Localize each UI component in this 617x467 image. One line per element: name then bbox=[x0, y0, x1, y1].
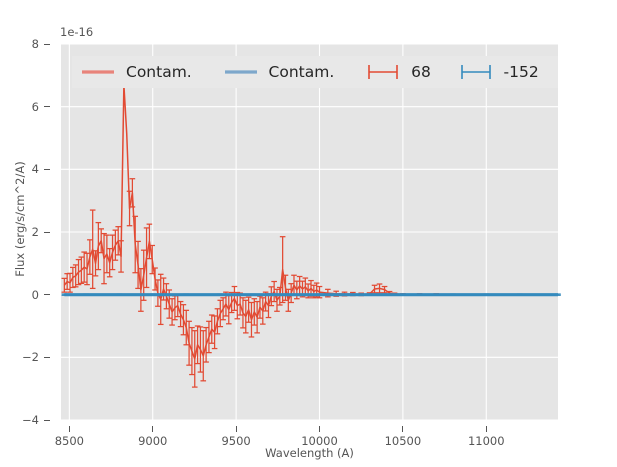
y-tick-mark bbox=[44, 231, 50, 233]
x-tick-mark bbox=[152, 426, 154, 432]
y-tick-label: 0 bbox=[31, 287, 39, 302]
legend-errorbar-icon bbox=[365, 63, 401, 81]
x-tick-label: 11000 bbox=[467, 434, 505, 448]
y-tick-mark bbox=[44, 356, 50, 358]
grid-lines bbox=[61, 43, 558, 421]
y-axis-tick-labels: −4 −2 0 2 4 6 8 bbox=[0, 37, 52, 427]
y-tick-mark bbox=[44, 43, 50, 45]
data-series-layer bbox=[61, 83, 561, 388]
x-axis-label: Wavelength (A) bbox=[265, 446, 354, 460]
legend-label: Contam. bbox=[268, 63, 335, 81]
y-tick-label: 4 bbox=[31, 162, 39, 177]
legend-label: 68 bbox=[411, 63, 431, 81]
x-tick-label: 9500 bbox=[221, 434, 251, 448]
y-axis-offset-text: 1e-16 bbox=[60, 25, 94, 39]
x-tick-mark bbox=[402, 426, 404, 432]
plot-axes-area[interactable] bbox=[61, 43, 561, 421]
x-tick-mark bbox=[319, 426, 320, 432]
legend-line-icon bbox=[223, 63, 259, 81]
legend-entry-1[interactable]: Contam. bbox=[223, 56, 366, 88]
x-tick-mark bbox=[68, 426, 70, 432]
y-tick-label: −4 bbox=[22, 413, 39, 427]
y-tick-label: 8 bbox=[31, 37, 39, 51]
legend-entry-3[interactable]: -152 bbox=[458, 56, 550, 88]
y-tick-mark bbox=[44, 168, 50, 170]
x-tick-label: 10000 bbox=[301, 434, 338, 448]
y-tick-mark bbox=[44, 106, 50, 108]
y-tick-mark bbox=[44, 294, 50, 296]
x-tick-label: 10500 bbox=[384, 434, 422, 448]
chart-legend[interactable]: Contam. Contam. 68 -152 bbox=[72, 56, 558, 88]
legend-label: -152 bbox=[503, 63, 539, 81]
legend-label: Contam. bbox=[126, 63, 192, 81]
legend-entry-0[interactable]: Contam. bbox=[80, 56, 223, 88]
y-tick-label: −2 bbox=[22, 350, 39, 365]
legend-entry-2[interactable]: 68 bbox=[365, 56, 457, 88]
series-68 bbox=[61, 83, 540, 388]
series--152 bbox=[61, 293, 561, 297]
x-tick-mark bbox=[485, 426, 487, 432]
x-axis-tick-labels: 8500 9000 9500 10000 10500 11000 bbox=[55, 426, 558, 448]
x-tick-label: 9000 bbox=[138, 434, 168, 448]
legend-errorbar-icon bbox=[458, 63, 494, 81]
y-axis-label: Flux (erg/s/cm^2/A) bbox=[13, 161, 27, 277]
legend-line-icon bbox=[80, 63, 116, 81]
y-tick-label: 6 bbox=[31, 99, 39, 114]
x-tick-mark bbox=[235, 426, 237, 432]
x-tick-label: 8500 bbox=[54, 434, 84, 448]
y-tick-label: 2 bbox=[31, 225, 39, 239]
y-tick-mark bbox=[44, 419, 50, 421]
